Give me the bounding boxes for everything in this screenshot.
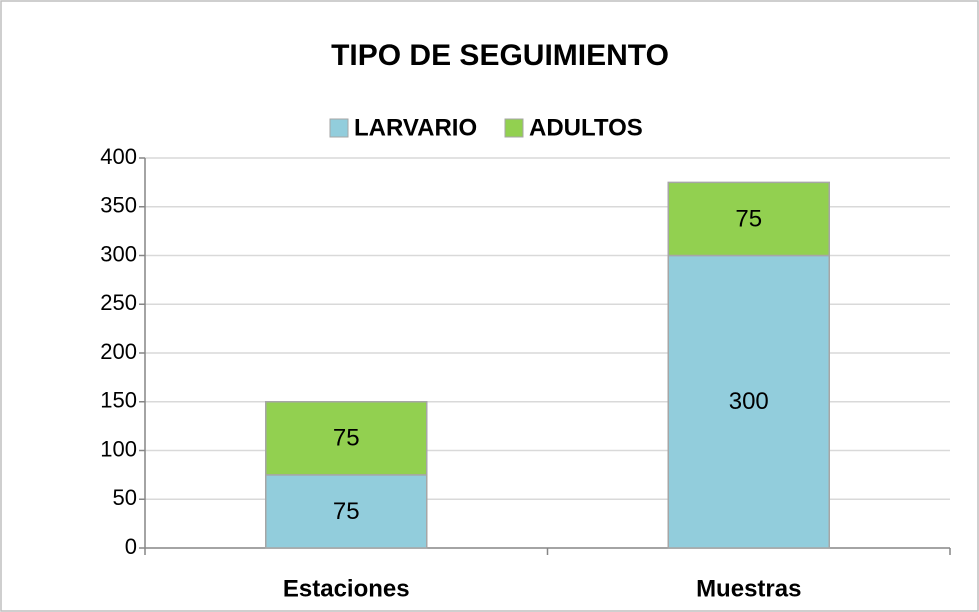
legend-swatch [504,118,524,138]
y-tick-label: 250 [100,290,137,315]
data-label: 300 [729,388,769,415]
bar-segment [667,254,830,549]
data-label: 75 [333,498,360,525]
x-tick-label: Muestras [696,575,801,602]
bar-segment [265,474,428,549]
legend-label: LARVARIO [354,114,477,141]
legend-label: ADULTOS [529,114,643,141]
x-tick-label: Estaciones [283,575,410,602]
y-tick-label: 300 [100,241,137,266]
y-tick-label: 200 [100,339,137,364]
data-label: 75 [735,205,762,232]
legend-swatch [329,118,349,138]
chart-title: TIPO DE SEGUIMIENTO [331,39,669,72]
y-tick-label: 100 [100,436,137,461]
bar-segment [265,401,428,476]
bar-segment [667,181,830,257]
y-tick-label: 0 [125,534,137,559]
y-tick-label: 400 [100,144,137,169]
y-tick-label: 350 [100,193,137,218]
y-tick-label: 50 [113,485,137,510]
y-tick-label: 150 [100,388,137,413]
data-label: 75 [333,425,360,452]
